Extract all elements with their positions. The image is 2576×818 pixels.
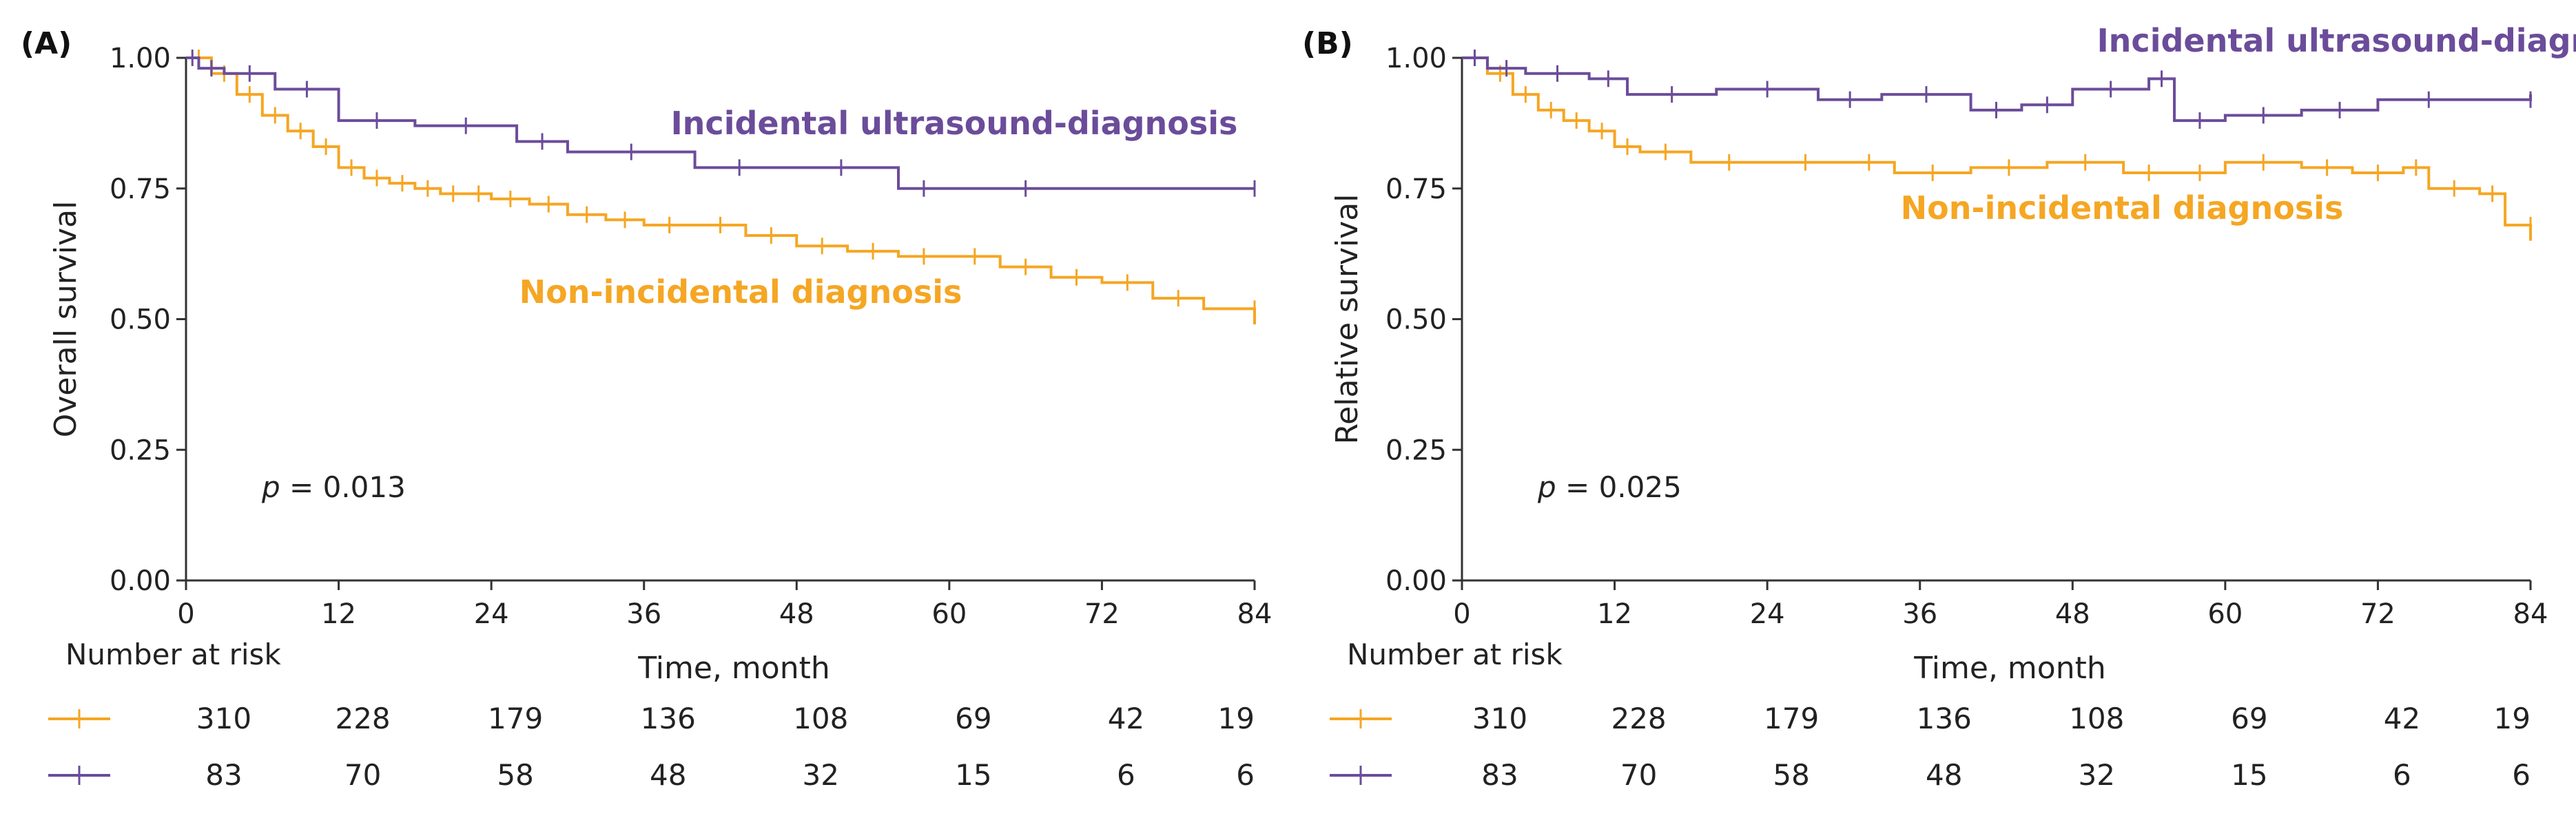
x-tick-label: 84 <box>2513 598 2548 630</box>
p-value-text: = 0.025 <box>1556 470 1682 504</box>
x-tick-label: 0 <box>177 598 194 630</box>
risk-count: 6 <box>2512 758 2531 792</box>
y-tick-label: 0.25 <box>110 434 171 466</box>
x-tick-label: 36 <box>626 598 661 630</box>
series-line-incidental <box>186 56 1255 190</box>
risk-count: 19 <box>2494 702 2531 735</box>
y-axis-title: Relative survival <box>1330 194 1365 445</box>
risk-count: 310 <box>196 702 251 735</box>
y-tick-label: 0.75 <box>1385 174 1447 205</box>
x-tick-label: 60 <box>931 598 967 630</box>
y-tick-label: 0.75 <box>110 174 171 205</box>
x-tick-label: 60 <box>2207 598 2243 630</box>
risk-count: 42 <box>1108 702 1144 735</box>
y-tick-label: 0.50 <box>110 304 171 336</box>
x-tick-label: 12 <box>321 598 356 630</box>
curve-label: Non-incidental diagnosis <box>1901 189 2344 227</box>
curve-label: Incidental ultrasound-diagnosis <box>671 105 1238 142</box>
x-axis-title: Time, month <box>1913 651 2105 686</box>
risk-count: 6 <box>1236 758 1255 792</box>
x-tick-label: 48 <box>779 598 814 630</box>
p-symbol: p <box>261 470 280 504</box>
risk-count: 70 <box>1620 758 1657 792</box>
y-tick-label: 0.00 <box>110 565 171 597</box>
x-tick-label: 72 <box>1084 598 1120 630</box>
panel-b: (B) 0.00 0.25 0.50 0.75 1.00 0 12 24 36 48 60 72 84 Re… <box>1302 22 2576 792</box>
risk-count: 69 <box>955 702 991 735</box>
risk-count: 179 <box>488 702 543 735</box>
curve-label: Non-incidental diagnosis <box>519 273 962 311</box>
p-symbol: p <box>1537 470 1556 504</box>
risk-count: 42 <box>2384 702 2420 735</box>
risk-count: 83 <box>1481 758 1518 792</box>
risk-table-title: Number at risk <box>1347 638 1563 671</box>
p-value: p = 0.013 <box>261 470 406 504</box>
x-tick-label: 48 <box>2055 598 2090 630</box>
x-tick-label: 36 <box>1902 598 1937 630</box>
y-axis-title: Overall survival <box>48 201 83 438</box>
x-tick-label: 0 <box>1453 598 1470 630</box>
series-line-non-incidental <box>186 56 1256 325</box>
panel-a: (A) 0.00 0.25 0.50 0.75 1.00 0 12 24 36 48 60 72 84 Ov… <box>21 26 1272 792</box>
risk-count: 83 <box>205 758 242 792</box>
x-tick-label: 72 <box>2360 598 2395 630</box>
risk-count: 70 <box>344 758 381 792</box>
p-value: p = 0.025 <box>1537 470 1682 504</box>
risk-count: 310 <box>1472 702 1527 735</box>
x-tick-label: 12 <box>1597 598 1632 630</box>
risk-count: 32 <box>2079 758 2115 792</box>
y-tick-label: 1.00 <box>110 43 171 74</box>
panel-label: (A) <box>21 26 72 61</box>
x-tick-label: 24 <box>474 598 509 630</box>
risk-count: 136 <box>1917 702 1972 735</box>
risk-count: 228 <box>335 702 390 735</box>
p-value-text: = 0.013 <box>280 470 406 504</box>
risk-count: 108 <box>2069 702 2124 735</box>
risk-table-title: Number at risk <box>65 638 281 671</box>
risk-count: 48 <box>650 758 686 792</box>
risk-count: 15 <box>955 758 991 792</box>
curve-label: Incidental ultrasound-diagnosis <box>2097 22 2576 59</box>
risk-count: 108 <box>793 702 848 735</box>
x-tick-label: 24 <box>1750 598 1785 630</box>
x-axis-title: Time, month <box>637 651 830 686</box>
risk-count: 48 <box>1926 758 1962 792</box>
risk-count: 15 <box>2231 758 2267 792</box>
y-tick-label: 0.25 <box>1385 434 1447 466</box>
risk-count: 19 <box>1218 702 1255 735</box>
risk-count: 136 <box>641 702 696 735</box>
x-tick-label: 84 <box>1237 598 1272 630</box>
risk-count: 228 <box>1611 702 1666 735</box>
risk-count: 179 <box>1764 702 1819 735</box>
panel-label: (B) <box>1302 26 1353 61</box>
risk-count: 58 <box>497 758 533 792</box>
y-tick-label: 0.50 <box>1385 304 1447 336</box>
series-line-non-incidental <box>1462 56 2532 241</box>
risk-count: 6 <box>2393 758 2411 792</box>
y-tick-label: 0.00 <box>1385 565 1447 597</box>
risk-count: 6 <box>1117 758 1135 792</box>
risk-count: 58 <box>1773 758 1809 792</box>
y-tick-label: 1.00 <box>1385 43 1447 74</box>
risk-count: 69 <box>2231 702 2267 735</box>
risk-count: 32 <box>803 758 839 792</box>
